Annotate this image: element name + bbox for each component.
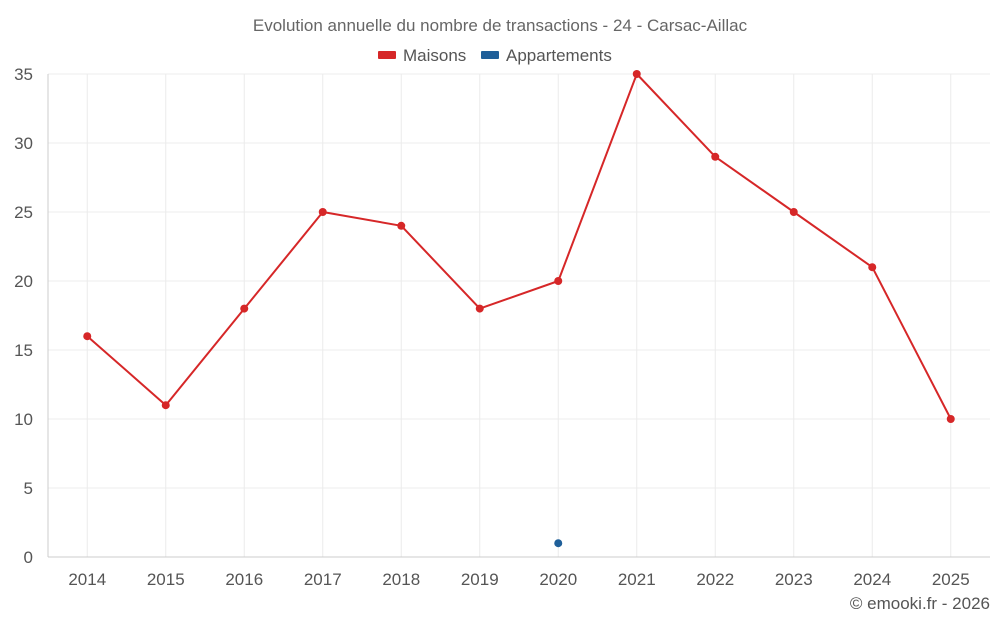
data-point-maisons-2017[interactable] bbox=[318, 208, 327, 216]
credit-text: © emooki.fr - 2026 bbox=[850, 594, 990, 613]
x-tick-label: 2016 bbox=[225, 570, 263, 589]
x-tick-label: 2020 bbox=[539, 570, 577, 589]
legend-label-appartements: Appartements bbox=[506, 46, 612, 65]
legend-item-appartements[interactable]: Appartements bbox=[481, 46, 612, 65]
series-maisons bbox=[83, 70, 955, 423]
data-point-maisons-2016[interactable] bbox=[240, 304, 249, 313]
data-point-maisons-2015[interactable] bbox=[161, 401, 170, 410]
data-point-maisons-2021[interactable] bbox=[632, 70, 641, 78]
x-tick-label: 2017 bbox=[304, 570, 342, 589]
x-tick-label: 2025 bbox=[932, 570, 970, 589]
y-tick-label: 20 bbox=[14, 272, 33, 291]
legend: Maisons Appartements bbox=[378, 46, 612, 65]
legend-swatch-appartements bbox=[481, 51, 499, 59]
x-tick-label: 2021 bbox=[618, 570, 656, 589]
data-point-maisons-2019[interactable] bbox=[475, 304, 484, 313]
data-point-maisons-2023[interactable] bbox=[789, 208, 798, 216]
y-tick-label: 5 bbox=[24, 479, 33, 498]
y-axis-ticks: 0 5 10 15 20 25 30 35 bbox=[14, 65, 33, 567]
legend-swatch-maisons bbox=[378, 51, 396, 59]
y-tick-label: 0 bbox=[24, 548, 33, 567]
data-point-appartements-2020[interactable] bbox=[554, 539, 563, 548]
y-tick-label: 35 bbox=[14, 65, 33, 84]
data-point-maisons-2020[interactable] bbox=[554, 277, 563, 285]
data-point-maisons-2025[interactable] bbox=[946, 415, 955, 423]
y-tick-label: 25 bbox=[14, 203, 33, 222]
series-layer bbox=[83, 70, 955, 548]
x-axis-ticks: 2014 2015 2016 2017 2018 2019 2020 2021 2022 2023… bbox=[68, 570, 969, 589]
data-point-maisons-2018[interactable] bbox=[397, 221, 406, 230]
legend-item-maisons[interactable]: Maisons bbox=[378, 46, 466, 65]
x-tick-label: 2019 bbox=[461, 570, 499, 589]
chart-title: Evolution annuelle du nombre de transact… bbox=[253, 16, 748, 35]
x-tick-label: 2015 bbox=[147, 570, 185, 589]
data-point-maisons-2014[interactable] bbox=[83, 332, 92, 341]
data-point-maisons-2024[interactable] bbox=[868, 263, 877, 272]
y-tick-label: 30 bbox=[14, 134, 33, 153]
data-point-maisons-2022[interactable] bbox=[711, 152, 720, 161]
grid bbox=[48, 73, 990, 557]
y-tick-label: 10 bbox=[14, 410, 33, 429]
axes bbox=[47, 74, 990, 558]
x-tick-label: 2024 bbox=[853, 570, 891, 589]
x-tick-label: 2022 bbox=[696, 570, 734, 589]
x-tick-label: 2018 bbox=[382, 570, 420, 589]
x-tick-label: 2023 bbox=[775, 570, 813, 589]
x-tick-label: 2014 bbox=[68, 570, 106, 589]
series-appartements bbox=[554, 539, 563, 548]
series-line-maisons bbox=[86, 73, 952, 420]
y-tick-label: 15 bbox=[14, 341, 33, 360]
legend-label-maisons: Maisons bbox=[403, 46, 466, 65]
